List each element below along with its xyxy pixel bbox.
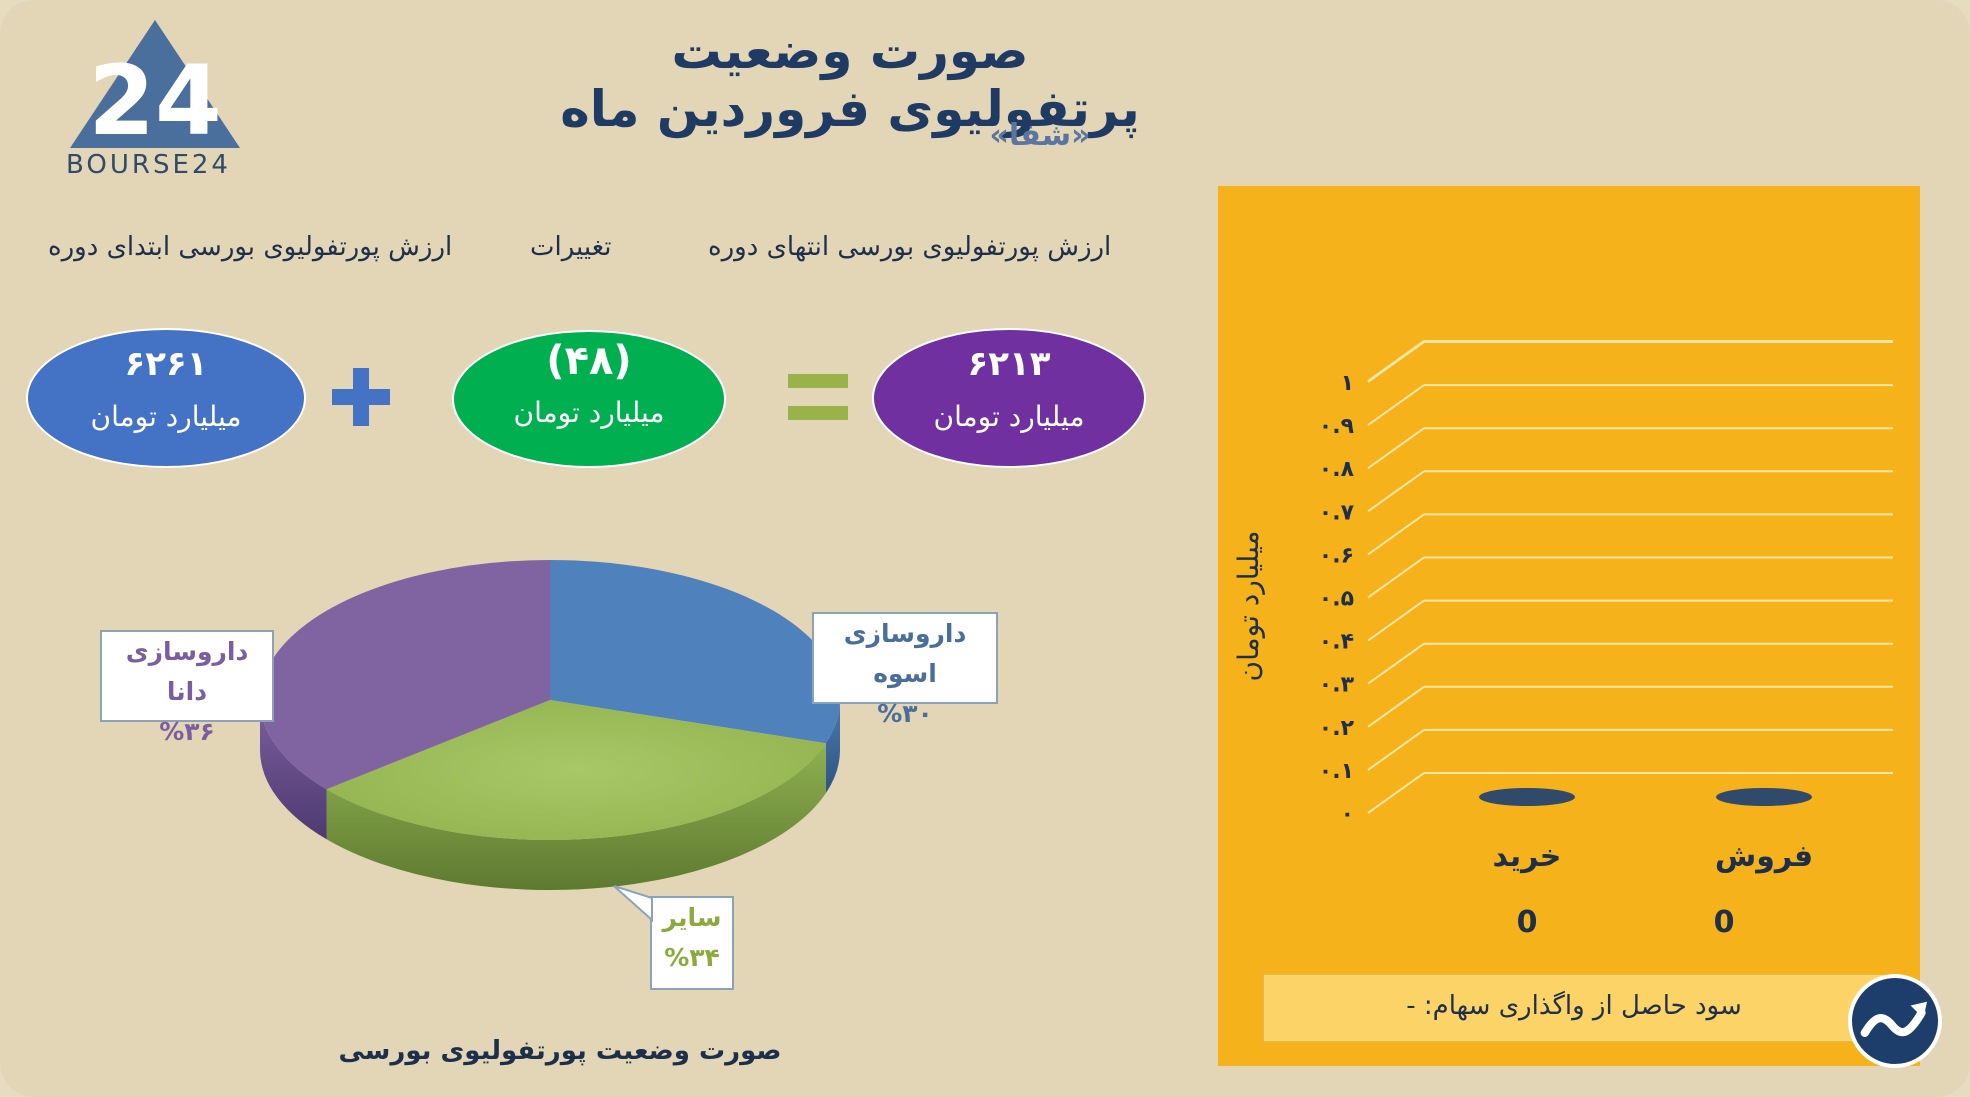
pie-slice bbox=[326, 700, 826, 840]
grid-line bbox=[1367, 772, 1425, 814]
end-value-badge: ۶۲۱۳ میلیارد تومان bbox=[872, 328, 1146, 468]
page-title: صورت وضعیت پرتفولیوی فروردین ماه bbox=[560, 22, 1140, 138]
pie-chart-title: صورت وضعیت پورتفولیوی بورسی bbox=[338, 1036, 782, 1066]
x-category-label: فروش bbox=[1715, 839, 1813, 874]
callout-dana: داروسازی دانا %۳۶ bbox=[100, 630, 274, 746]
y-tick-label: ۰.۴ bbox=[1319, 630, 1354, 655]
logo-text: BOURSE24 bbox=[66, 150, 231, 180]
callout-other-label: سایر bbox=[662, 903, 722, 932]
y-tick-label: ۰.۶ bbox=[1319, 543, 1354, 568]
end-value-label: ارزش پورتفولیوی بورسی انتهای دوره bbox=[708, 232, 1112, 262]
end-value-unit: میلیارد تومان bbox=[933, 400, 1085, 433]
grid-line bbox=[1367, 729, 1425, 771]
callout-osveh: داروسازی اسوه %۳۰ bbox=[812, 612, 998, 728]
grid-line bbox=[1367, 685, 1425, 728]
y-tick-label: ۰.۳ bbox=[1319, 673, 1355, 698]
bar-mark bbox=[1479, 788, 1575, 806]
start-value-label: ارزش پورتفولیوی بورسی ابتدای دوره bbox=[48, 232, 453, 262]
pie-slice-side bbox=[260, 700, 327, 840]
y-tick-label: ۰.۲ bbox=[1319, 716, 1355, 741]
callout-other: سایر %۳۴ bbox=[650, 896, 734, 990]
pie-slice bbox=[550, 560, 840, 744]
x-category-label: خرید bbox=[1493, 839, 1562, 874]
grid-line bbox=[1367, 427, 1425, 470]
trade-panel: ۰ ۰.۱ ۰.۲ ۰.۳ ۰.۴ ۰.۵ ۰.۶ ۰.۷ ۰.۸ ۰.۹ ۱ خرید فروش 0… bbox=[1218, 186, 1920, 1066]
callout-osveh-label: داروسازی اسوه bbox=[843, 619, 967, 688]
logo-mark: 24 bbox=[88, 45, 222, 157]
grid-line bbox=[1367, 599, 1425, 642]
grid-line bbox=[1367, 470, 1425, 513]
grid-line bbox=[1367, 341, 1425, 383]
y-tick-label: ۱ bbox=[1341, 371, 1354, 396]
change-value-unit: میلیارد تومان bbox=[513, 396, 665, 429]
plus-icon bbox=[332, 368, 390, 426]
start-value-badge: ۶۲۶۱ میلیارد تومان bbox=[26, 328, 306, 468]
callout-other-value: %۳۴ bbox=[664, 943, 720, 972]
equals-icon bbox=[788, 374, 848, 420]
bar-value-label: 0 bbox=[1714, 905, 1735, 940]
callout-dana-label: داروسازی دانا bbox=[125, 637, 249, 706]
start-value-unit: میلیارد تومان bbox=[90, 400, 242, 433]
callout-dana-value: %۳۶ bbox=[159, 717, 215, 746]
grid-line bbox=[1367, 556, 1425, 599]
grid-line bbox=[1367, 384, 1425, 426]
bourse24-logo-icon: 24 bbox=[70, 20, 240, 157]
change-label: تغییرات bbox=[530, 232, 612, 262]
trend-up-icon bbox=[1848, 974, 1942, 1068]
bar-mark bbox=[1716, 788, 1812, 806]
pie-slice-side bbox=[326, 743, 826, 890]
end-value: ۶۲۱۳ bbox=[967, 344, 1051, 384]
page-subtitle: «شفا» bbox=[989, 118, 1091, 153]
profit-box: سود حاصل از واگذاری سهام: - bbox=[1263, 974, 1885, 1042]
pie-slice bbox=[260, 560, 550, 790]
grid-line bbox=[1367, 642, 1425, 685]
change-value: (۴۸) bbox=[546, 338, 632, 384]
y-tick-label: ۰.۵ bbox=[1319, 587, 1354, 612]
y-tick-label: ۰.۱ bbox=[1319, 759, 1354, 784]
callout-osveh-value: %۳۰ bbox=[877, 699, 933, 728]
trade-bar-chart: ۰ ۰.۱ ۰.۲ ۰.۳ ۰.۴ ۰.۵ ۰.۶ ۰.۷ ۰.۸ ۰.۹ ۱ خرید فروش 0… bbox=[1232, 340, 1893, 940]
y-tick-label: ۰.۹ bbox=[1319, 414, 1354, 439]
grid-line bbox=[1367, 513, 1425, 556]
start-value: ۶۲۶۱ bbox=[124, 344, 208, 384]
y-tick-label: ۰.۷ bbox=[1319, 500, 1355, 525]
pie-slice-side bbox=[825, 700, 840, 794]
portfolio-pie-chart bbox=[260, 560, 840, 890]
bar-value-label: 0 bbox=[1517, 905, 1538, 940]
y-tick-label: ۰ bbox=[1341, 802, 1354, 827]
callout-other-pointer bbox=[613, 885, 653, 923]
y-axis-label: میلیارد تومان bbox=[1232, 531, 1265, 682]
y-tick-label: ۰.۸ bbox=[1319, 457, 1355, 482]
change-value-badge: (۴۸) میلیارد تومان bbox=[452, 330, 726, 468]
